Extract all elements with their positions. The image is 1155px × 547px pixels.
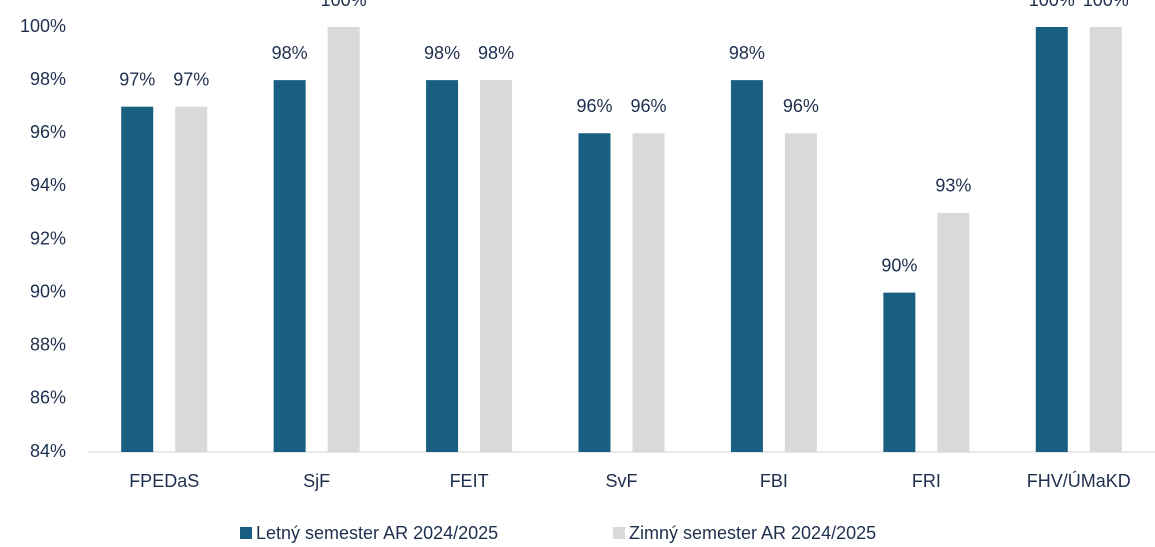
x-tick-label: FPEDaS	[129, 471, 199, 491]
data-label: 93%	[935, 176, 971, 196]
bar	[175, 106, 208, 452]
x-tick-label: SjF	[303, 471, 330, 491]
x-tick-label: FHV/ÚMaKD	[1027, 470, 1131, 491]
legend-label: Zimný semester AR 2024/2025	[629, 523, 876, 543]
data-label: 98%	[424, 43, 460, 63]
bar	[883, 292, 916, 452]
bar	[121, 106, 154, 452]
data-label: 98%	[729, 43, 765, 63]
y-tick-label: 94%	[30, 175, 66, 195]
bar	[578, 133, 611, 452]
bar	[730, 80, 763, 452]
y-tick-label: 86%	[30, 388, 66, 408]
x-tick-label: FRI	[912, 471, 941, 491]
bar	[632, 133, 665, 452]
y-tick-label: 90%	[30, 281, 66, 301]
bar	[1035, 27, 1068, 452]
bar	[426, 80, 459, 452]
x-tick-label: FBI	[760, 471, 788, 491]
bar	[273, 80, 306, 452]
bar	[784, 133, 817, 452]
y-tick-label: 100%	[20, 16, 66, 36]
legend-swatch	[613, 527, 625, 539]
y-tick-label: 96%	[30, 122, 66, 142]
y-tick-label: 92%	[30, 228, 66, 248]
data-label: 96%	[630, 96, 666, 116]
data-label: 96%	[576, 96, 612, 116]
y-tick-label: 88%	[30, 335, 66, 355]
data-label: 96%	[783, 96, 819, 116]
data-label: 98%	[478, 43, 514, 63]
legend-swatch	[240, 527, 252, 539]
bar	[480, 80, 513, 452]
bar	[1089, 27, 1122, 452]
data-label: 98%	[272, 43, 308, 63]
x-tick-label: FEIT	[450, 471, 489, 491]
bar	[327, 27, 360, 452]
y-tick-label: 84%	[30, 441, 66, 461]
data-label: 97%	[119, 69, 155, 89]
data-label: 100%	[321, 0, 367, 10]
data-label: 90%	[881, 255, 917, 275]
data-label: 100%	[1029, 0, 1075, 10]
bar	[937, 212, 970, 452]
data-label: 97%	[173, 69, 209, 89]
data-label: 100%	[1083, 0, 1129, 10]
x-tick-label: SvF	[605, 471, 637, 491]
y-tick-label: 98%	[30, 69, 66, 89]
legend-label: Letný semester AR 2024/2025	[256, 523, 498, 543]
